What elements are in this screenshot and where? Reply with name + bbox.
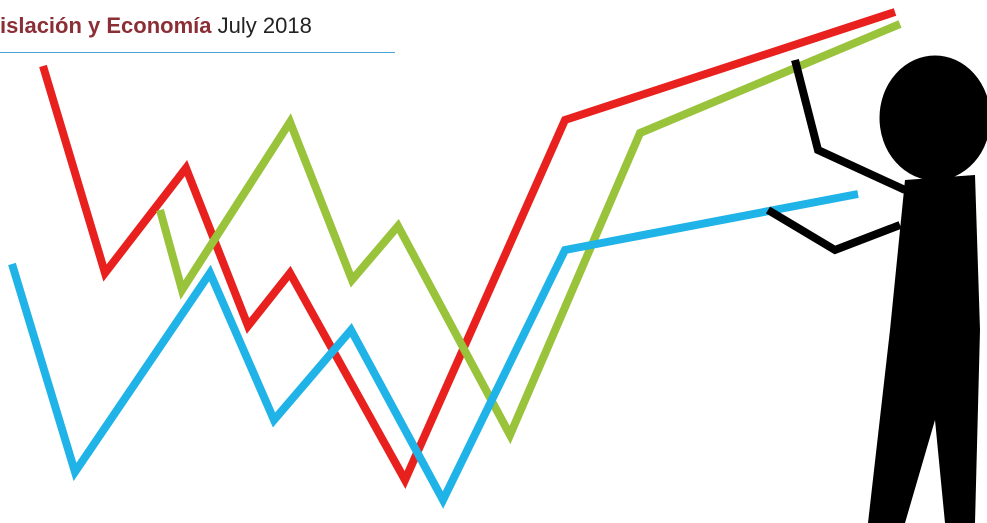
page: islación y Economía July 2018 (() => { c… <box>0 0 987 523</box>
stick-figure <box>768 56 987 523</box>
green-line <box>160 24 900 435</box>
illustration <box>0 0 987 523</box>
blue-line <box>12 194 858 500</box>
